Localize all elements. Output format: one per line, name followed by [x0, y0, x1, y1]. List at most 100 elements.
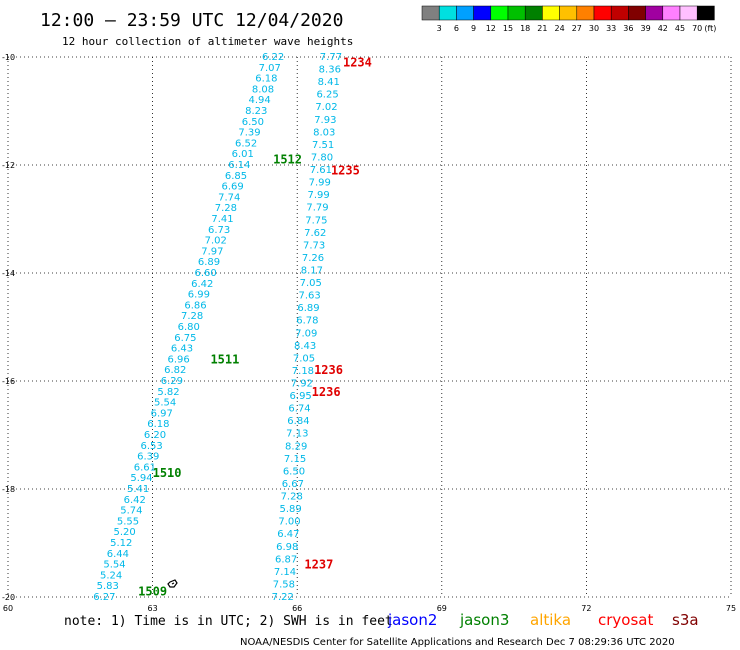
wave-height-value: 7.26: [302, 253, 324, 264]
wave-height-value: 7.93: [314, 115, 336, 126]
color-scale-swatch: [593, 5, 612, 21]
wave-height-value: 7.51: [312, 140, 334, 151]
wave-height-value: 5.54: [154, 398, 176, 409]
wave-height-value: 5.74: [120, 506, 142, 517]
color-scale-swatch: [473, 5, 492, 21]
wave-height-value: 7.02: [205, 236, 227, 247]
wave-height-value: 6.74: [288, 404, 310, 415]
wave-height-value: 6.52: [235, 138, 257, 149]
wave-height-value: 6.98: [276, 542, 298, 553]
color-scale-swatch: [456, 5, 474, 21]
wave-height-value: 5.24: [100, 570, 122, 581]
color-scale-label: 36: [623, 24, 633, 33]
pass-label: 1236: [314, 363, 343, 377]
wave-height-value: 5.82: [157, 387, 179, 398]
wave-height-value: 7.14: [274, 567, 296, 578]
wave-height-value: 8.03: [313, 127, 335, 138]
color-scale-label: 15: [503, 24, 513, 33]
wave-height-value: 5.12: [110, 538, 132, 549]
wave-height-value: 7.39: [238, 128, 260, 139]
color-scale-swatch: [438, 5, 457, 21]
wave-height-value: 6.60: [194, 268, 216, 279]
color-scale-swatch: [662, 5, 681, 21]
color-scale-swatch: [610, 5, 629, 21]
y-tick-label: -18: [2, 485, 15, 494]
wave-height-value: 7.99: [309, 178, 331, 189]
pass-label: 1236: [312, 385, 341, 399]
wave-height-value: 6.20: [144, 430, 166, 441]
grid-lines: [7, 56, 732, 598]
wave-height-value: 6.89: [297, 303, 319, 314]
wave-height-value: 7.80: [311, 152, 333, 163]
wave-height-value: 5.41: [127, 484, 149, 495]
wave-height-values: 6.275.835.245.546.445.125.205.555.746.42…: [93, 52, 342, 603]
color-scale-swatch: [628, 5, 646, 21]
wave-height-value: 6.61: [134, 462, 156, 473]
x-tick-label: 75: [726, 604, 736, 613]
wave-height-value: 6.99: [188, 290, 210, 301]
wave-height-value: 6.39: [137, 452, 159, 463]
color-scale-label: 9: [471, 24, 476, 33]
color-scale-label: 42: [658, 24, 668, 33]
color-scale-label: 18: [520, 24, 530, 33]
wave-height-value: 7.15: [284, 454, 306, 465]
wave-height-value: 6.50: [242, 117, 264, 128]
y-tick-label: -16: [2, 377, 15, 386]
color-scale-legend: 3 6 9 12 15 18 21 24 27 30 33 36 39 42 45 70 (ft): [421, 5, 716, 33]
pass-label: 1237: [304, 558, 333, 572]
x-tick-label: 69: [437, 604, 447, 613]
color-scale-swatch: [421, 5, 440, 21]
wave-height-value: 8.36: [319, 65, 341, 76]
wave-height-value: 6.29: [161, 376, 183, 387]
y-axis-ticks: -10 -12 -14 -16 -18 -20: [2, 53, 15, 602]
wave-height-value: 6.97: [151, 408, 173, 419]
wave-height-value: 7.18: [292, 366, 314, 377]
wave-height-value: 6.01: [232, 149, 254, 160]
wave-height-value: 5.55: [117, 516, 139, 527]
wave-height-value: 6.86: [184, 300, 206, 311]
wave-height-value: 6.44: [107, 549, 129, 560]
color-scale-label: 30: [589, 24, 599, 33]
wave-height-value: 7.28: [281, 492, 303, 503]
color-scale-swatch: [645, 5, 664, 21]
pass-label: 1511: [210, 352, 239, 366]
wave-height-value: 5.20: [114, 527, 136, 538]
wave-height-value: 5.94: [130, 473, 152, 484]
wave-height-value: 6.85: [225, 171, 247, 182]
color-scale-label: 33: [606, 24, 616, 33]
x-tick-label: 63: [148, 604, 158, 613]
wave-height-value: 6.18: [147, 419, 169, 430]
y-tick-label: -14: [2, 269, 15, 278]
wave-height-value: 6.87: [275, 554, 297, 565]
x-axis-ticks: 60 63 66 69 72 75: [3, 604, 736, 613]
wave-height-value: 7.22: [272, 592, 294, 603]
color-scale-label: 45: [675, 24, 685, 33]
wave-height-value: 5.54: [103, 560, 125, 571]
wave-height-value: 6.89: [198, 257, 220, 268]
wave-height-value: 6.75: [174, 333, 196, 344]
wave-height-value: 7.77: [320, 52, 342, 63]
wave-height-value: 6.50: [283, 466, 305, 477]
wave-height-value: 7.41: [211, 214, 233, 225]
wave-height-value: 8.29: [285, 441, 307, 452]
wave-height-value: 6.18: [255, 74, 277, 85]
y-tick-label: -20: [2, 593, 15, 602]
wave-height-value: 8.43: [294, 341, 316, 352]
wave-height-value: 7.13: [286, 429, 308, 440]
x-tick-label: 60: [3, 604, 13, 613]
wave-height-value: 6.47: [277, 529, 299, 540]
wave-height-value: 6.69: [221, 182, 243, 193]
wave-height-value: 7.28: [181, 311, 203, 322]
pass-label: 1235: [331, 163, 360, 177]
wave-height-value: 4.94: [248, 95, 270, 106]
wave-height-value: 6.78: [296, 316, 318, 327]
wave-height-value: 8.41: [318, 77, 340, 88]
wave-height-value: 6.14: [228, 160, 250, 171]
wave-height-value: 7.97: [201, 246, 223, 257]
legend-entry: cryosat: [598, 611, 653, 629]
color-scale-label: 12: [486, 24, 496, 33]
wave-height-value: 6.73: [208, 225, 230, 236]
color-scale-label: 6: [454, 24, 459, 33]
wave-height-value: 6.84: [287, 416, 309, 427]
x-tick-label: 72: [581, 604, 591, 613]
